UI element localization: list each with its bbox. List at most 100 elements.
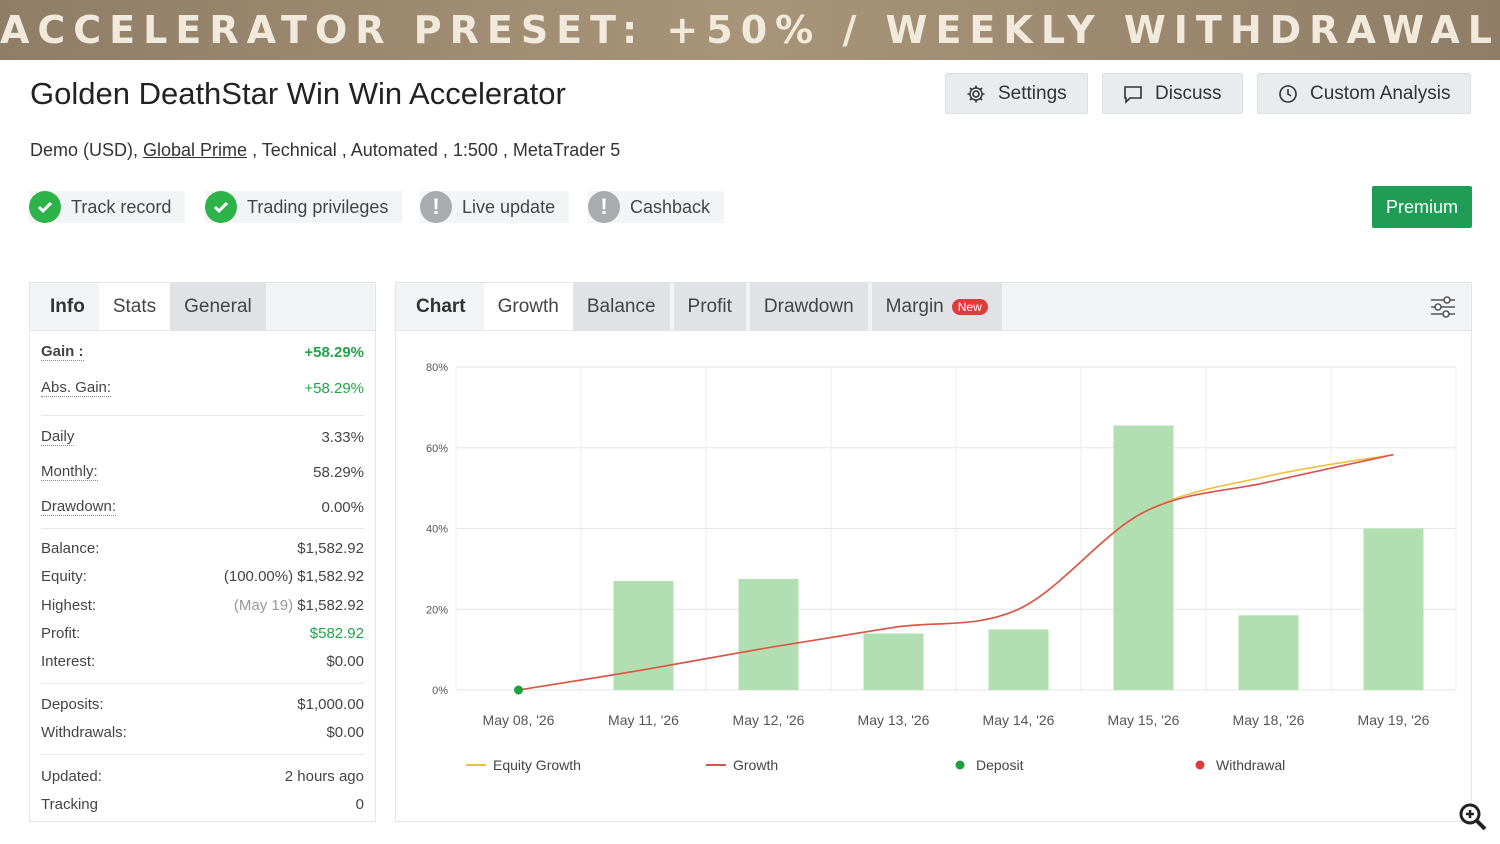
stat-highest: Highest: (May 19) $1,582.92 xyxy=(41,597,364,614)
stat-label: Equity: xyxy=(41,568,87,585)
stat-value: $0.00 xyxy=(326,724,364,741)
stat-label: Updated: xyxy=(41,768,102,785)
stats-panel: Info Stats General Gain : +58.29% Abs. G… xyxy=(29,282,376,822)
discuss-button[interactable]: Discuss xyxy=(1102,73,1243,114)
stat-label: Balance: xyxy=(41,540,100,557)
legend-label: Equity Growth xyxy=(493,757,581,773)
page-title: Golden DeathStar Win Win Accelerator xyxy=(30,76,566,111)
cashback-badge[interactable]: ! Cashback xyxy=(588,191,725,223)
broker-link[interactable]: Global Prime xyxy=(143,140,248,160)
x-tick-label: May 19, '26 xyxy=(1358,712,1430,728)
tab-balance[interactable]: Balance xyxy=(572,283,670,330)
deposit-point xyxy=(514,685,523,695)
stat-value: 0 xyxy=(355,796,364,813)
live-update-label: Live update xyxy=(462,196,556,217)
bar xyxy=(738,578,799,690)
banner-text: ACCELERATOR PRESET: +50% / WEEKLY WITHDR… xyxy=(0,8,1500,52)
y-tick-label: 0% xyxy=(432,685,448,697)
stat-updated: Updated: 2 hours ago xyxy=(41,768,364,785)
chart-panel: Chart Growth Balance Profit Drawdown Mar… xyxy=(395,282,1472,822)
stat-balance: Balance: $1,582.92 xyxy=(41,540,364,557)
x-tick-label: May 14, '26 xyxy=(983,712,1055,728)
x-tick-label: May 08, '26 xyxy=(483,712,555,728)
stat-value: $1,582.92 xyxy=(297,568,364,585)
legend-label: Growth xyxy=(733,757,778,773)
x-tick-label: May 15, '26 xyxy=(1108,712,1180,728)
live-update-badge[interactable]: ! Live update xyxy=(420,191,570,223)
tab-chart[interactable]: Chart xyxy=(416,295,466,317)
tab-stats[interactable]: Stats xyxy=(98,283,171,330)
stat-label: Withdrawals: xyxy=(41,724,127,741)
stat-value: 58.29% xyxy=(313,463,364,481)
stat-gain: Gain : +58.29% xyxy=(41,343,364,361)
stat-withdrawals: Withdrawals: $0.00 xyxy=(41,724,364,741)
tab-profit[interactable]: Profit xyxy=(673,283,746,330)
y-tick-label: 60% xyxy=(426,443,448,455)
y-tick-label: 40% xyxy=(426,524,448,536)
bar xyxy=(1363,528,1424,690)
tab-general[interactable]: General xyxy=(170,283,266,330)
exclamation-icon: ! xyxy=(588,191,620,223)
exclamation-icon: ! xyxy=(420,191,452,223)
divider xyxy=(41,754,364,755)
x-tick-label: May 18, '26 xyxy=(1233,712,1305,728)
stat-interest: Interest: $0.00 xyxy=(41,653,364,670)
tab-info[interactable]: Info xyxy=(50,295,85,317)
stat-value: $1,582.92 xyxy=(297,597,364,614)
tab-margin[interactable]: Margin New xyxy=(871,283,1002,330)
new-badge: New xyxy=(951,298,988,315)
tab-drawdown[interactable]: Drawdown xyxy=(749,283,868,330)
track-record-badge[interactable]: Track record xyxy=(29,191,186,223)
account-type: Demo (USD), xyxy=(30,140,144,160)
custom-analysis-button[interactable]: Custom Analysis xyxy=(1257,73,1472,114)
bar xyxy=(988,629,1049,690)
divider xyxy=(41,683,364,684)
stat-label: Gain : xyxy=(41,343,84,361)
stat-label: Interest: xyxy=(41,653,96,670)
custom-analysis-label: Custom Analysis xyxy=(1310,82,1451,104)
growth-chart: 0% 20% 40% 60% 80% May 08, '26 May 11, '26 May … xyxy=(426,362,1457,773)
stat-label: Tracking xyxy=(41,796,98,813)
bar xyxy=(613,580,674,690)
track-record-label: Track record xyxy=(71,196,172,217)
account-info: Demo (USD), Global Prime , Technical , A… xyxy=(30,140,620,161)
chart-options-icon[interactable] xyxy=(1429,293,1457,321)
stat-value: 0.00% xyxy=(321,498,364,516)
stat-value: $0.00 xyxy=(326,653,364,670)
stat-value: $1,582.92 xyxy=(297,540,364,557)
stat-value: $1,000.00 xyxy=(297,696,364,713)
stat-label: Abs. Gain: xyxy=(41,379,112,397)
check-icon xyxy=(29,191,61,223)
clock-icon xyxy=(1279,84,1297,103)
stat-equity: Equity: (100.00%) $1,582.92 xyxy=(41,568,364,585)
comment-icon xyxy=(1124,85,1142,104)
stat-label: Deposits: xyxy=(41,696,104,713)
stat-label: Daily xyxy=(41,428,75,446)
equity-percent: (100.00%) xyxy=(223,568,294,585)
stat-value: 2 hours ago xyxy=(284,768,364,785)
y-tick-label: 20% xyxy=(426,604,448,616)
settings-button[interactable]: Settings xyxy=(945,73,1088,114)
divider xyxy=(41,528,364,529)
stat-drawdown: Drawdown: 0.00% xyxy=(41,498,364,516)
legend-label: Withdrawal xyxy=(1216,757,1285,773)
premium-button[interactable]: Premium xyxy=(1372,186,1472,228)
zoom-in-icon[interactable] xyxy=(1458,802,1488,832)
stats-tabs: Info Stats General xyxy=(30,283,375,331)
legend-deposit-marker xyxy=(955,760,965,770)
stat-value: $582.92 xyxy=(309,625,364,642)
trading-privileges-label: Trading privileges xyxy=(247,196,389,217)
tab-margin-label: Margin xyxy=(885,295,944,317)
y-tick-label: 80% xyxy=(426,362,448,374)
growth-line xyxy=(518,453,1394,691)
stat-label: Profit: xyxy=(41,625,81,642)
stat-deposits: Deposits: $1,000.00 xyxy=(41,696,364,713)
stat-profit: Profit: $582.92 xyxy=(41,625,364,642)
bar xyxy=(1238,615,1299,690)
chart-tabs: Chart Growth Balance Profit Drawdown Mar… xyxy=(396,283,1471,331)
trading-privileges-badge[interactable]: Trading privileges xyxy=(205,191,403,223)
cashback-label: Cashback xyxy=(630,196,711,217)
tab-growth[interactable]: Growth xyxy=(483,283,573,330)
account-details: , Technical , Automated , 1:500 , MetaTr… xyxy=(247,140,621,160)
settings-label: Settings xyxy=(998,82,1067,104)
